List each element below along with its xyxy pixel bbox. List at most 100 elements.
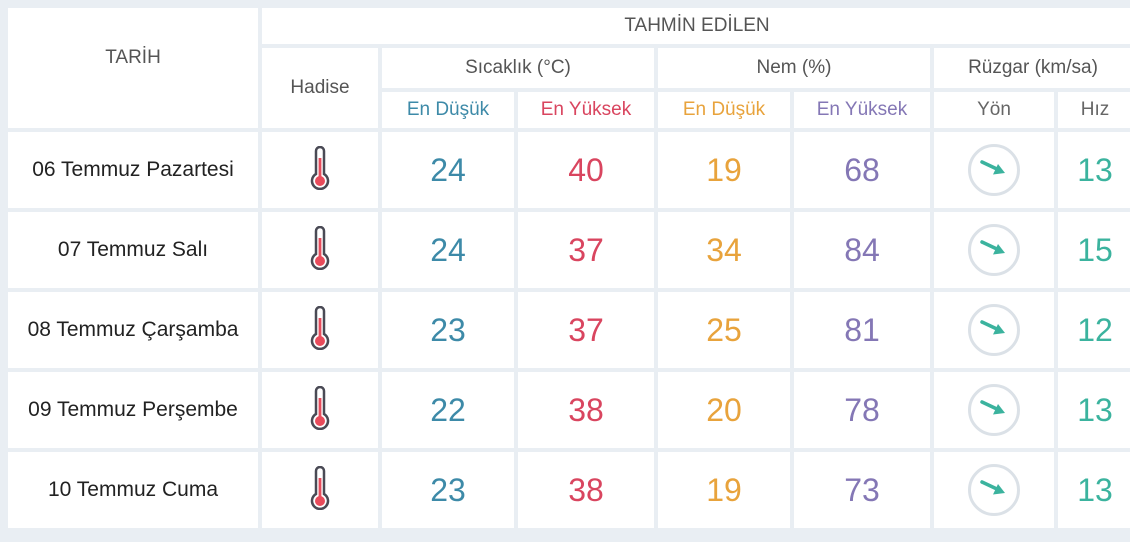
hum-max-value: 81 (844, 311, 880, 348)
wind-speed-header: Hız (1058, 92, 1130, 128)
date-cell: 07 Temmuz Salı (8, 212, 258, 288)
wind-header-label: Rüzgar (km/sa) (968, 57, 1098, 78)
event-header-label: Hadise (290, 77, 350, 98)
hum-min-header: En Düşük (658, 92, 790, 128)
date-header-label: TARİH (105, 47, 161, 68)
wind-dir-cell (934, 212, 1054, 288)
wind-dir-circle (968, 224, 1020, 276)
hum-max-cell: 78 (794, 372, 930, 448)
event-cell (262, 372, 378, 448)
thermometer-icon (308, 465, 332, 515)
thermometer-icon (308, 225, 332, 275)
temp-max-cell: 40 (518, 132, 654, 208)
hum-min-cell: 34 (658, 212, 790, 288)
wind-arrow-icon (979, 397, 1009, 424)
thermometer-icon (308, 385, 332, 435)
hum-max-header: En Yüksek (794, 92, 930, 128)
hum-max-value: 78 (844, 391, 880, 428)
wind-dir-header: Yön (934, 92, 1054, 128)
forecast-table: TARİH TAHMİN EDİLEN Hadise Sıcaklık (°C)… (8, 8, 1130, 528)
temp-max-cell: 37 (518, 212, 654, 288)
humidity-header: Nem (%) (658, 48, 930, 88)
hum-min-value: 19 (706, 471, 742, 508)
temp-min-value: 24 (430, 231, 466, 268)
wind-arrow-icon (979, 317, 1009, 344)
hum-min-value: 25 (706, 311, 742, 348)
wind-speed-value: 12 (1077, 311, 1113, 348)
hum-min-cell: 19 (658, 132, 790, 208)
temp-max-value: 37 (568, 231, 604, 268)
wind-header: Rüzgar (km/sa) (934, 48, 1130, 88)
date-label: 09 Temmuz Perşembe (28, 398, 238, 421)
temp-max-value: 38 (568, 471, 604, 508)
wind-arrow-icon (979, 157, 1009, 184)
humidity-header-label: Nem (%) (756, 57, 832, 78)
date-cell: 10 Temmuz Cuma (8, 452, 258, 528)
date-label: 07 Temmuz Salı (57, 238, 209, 261)
wind-speed-cell: 13 (1058, 372, 1130, 448)
temp-max-cell: 38 (518, 372, 654, 448)
hum-max-cell: 81 (794, 292, 930, 368)
temp-min-value: 23 (430, 311, 466, 348)
wind-dir-circle (968, 144, 1020, 196)
temp-min-cell: 23 (382, 452, 514, 528)
thermometer-icon (308, 145, 332, 195)
hum-max-value: 73 (844, 471, 880, 508)
temp-min-value: 23 (430, 471, 466, 508)
wind-speed-cell: 13 (1058, 452, 1130, 528)
hum-max-header-label: En Yüksek (816, 99, 908, 120)
hum-max-value: 84 (844, 231, 880, 268)
date-cell: 06 Temmuz Pazartesi (8, 132, 258, 208)
hum-max-cell: 68 (794, 132, 930, 208)
wind-arrow-icon (979, 237, 1009, 264)
wind-speed-value: 13 (1077, 391, 1113, 428)
temp-max-cell: 37 (518, 292, 654, 368)
wind-speed-header-label: Hız (1080, 99, 1110, 120)
wind-speed-cell: 15 (1058, 212, 1130, 288)
wind-dir-cell (934, 452, 1054, 528)
wind-dir-cell (934, 292, 1054, 368)
date-cell: 08 Temmuz Çarşamba (8, 292, 258, 368)
temp-max-cell: 38 (518, 452, 654, 528)
temp-max-header-label: En Yüksek (540, 99, 632, 120)
hum-max-value: 68 (844, 151, 880, 188)
hum-min-value: 20 (706, 391, 742, 428)
event-cell (262, 132, 378, 208)
temp-min-cell: 24 (382, 132, 514, 208)
temp-max-value: 37 (568, 311, 604, 348)
wind-speed-value: 15 (1077, 231, 1113, 268)
hum-min-cell: 20 (658, 372, 790, 448)
wind-speed-cell: 12 (1058, 292, 1130, 368)
wind-dir-cell (934, 372, 1054, 448)
wind-arrow-icon (979, 477, 1009, 504)
wind-dir-cell (934, 132, 1054, 208)
wind-dir-circle (968, 384, 1020, 436)
wind-dir-circle (968, 304, 1020, 356)
wind-speed-value: 13 (1077, 151, 1113, 188)
hum-min-cell: 19 (658, 452, 790, 528)
forecast-header-label: TAHMİN EDİLEN (624, 15, 770, 36)
forecast-header: TAHMİN EDİLEN (262, 8, 1130, 44)
temp-min-header: En Düşük (382, 92, 514, 128)
temp-max-value: 40 (568, 151, 604, 188)
temp-max-value: 38 (568, 391, 604, 428)
hum-min-cell: 25 (658, 292, 790, 368)
hum-max-cell: 73 (794, 452, 930, 528)
date-column-header: TARİH (8, 8, 258, 128)
hum-min-value: 19 (706, 151, 742, 188)
event-cell (262, 212, 378, 288)
temp-min-cell: 24 (382, 212, 514, 288)
temperature-header-label: Sıcaklık (°C) (465, 57, 571, 78)
temp-max-header: En Yüksek (518, 92, 654, 128)
event-cell (262, 452, 378, 528)
date-label: 10 Temmuz Cuma (47, 478, 218, 501)
hum-min-value: 34 (706, 231, 742, 268)
thermometer-icon (308, 305, 332, 355)
date-label: 06 Temmuz Pazartesi (32, 158, 234, 181)
temp-min-value: 24 (430, 151, 466, 188)
event-column-header: Hadise (262, 48, 378, 128)
wind-dir-header-label: Yön (977, 99, 1011, 120)
event-cell (262, 292, 378, 368)
temp-min-value: 22 (430, 391, 466, 428)
wind-dir-circle (968, 464, 1020, 516)
